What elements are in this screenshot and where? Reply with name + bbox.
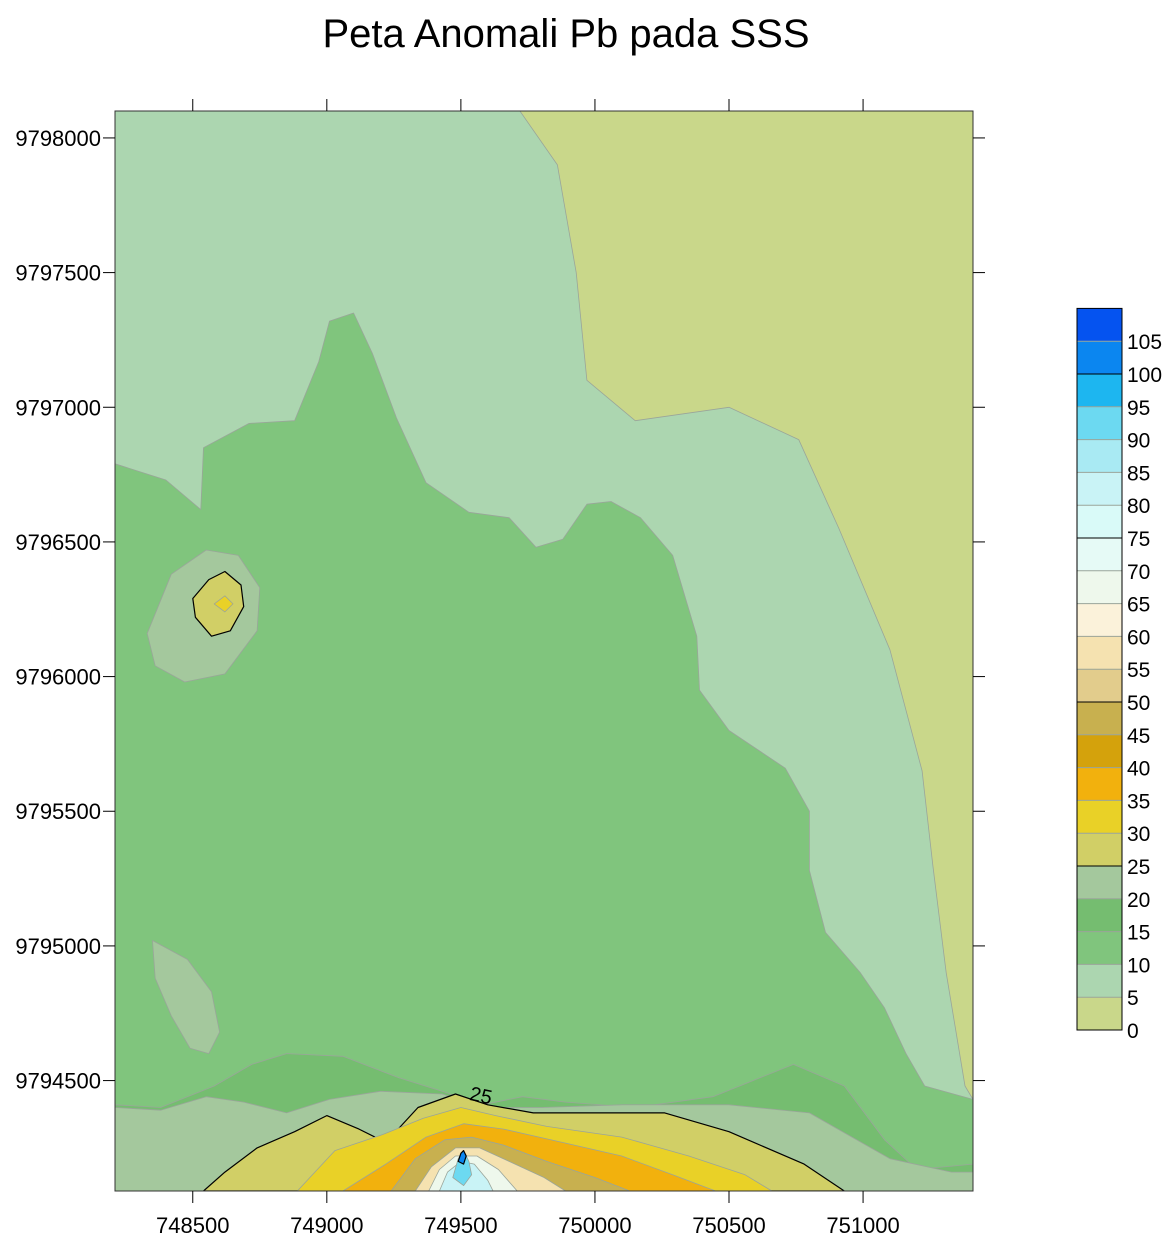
legend-swatch-95 <box>1077 374 1122 407</box>
contour-region-100-16 <box>457 1149 467 1165</box>
color-legend: 0 5 10 15 20 25 30 35 40 45 50 55 60 65 70 75 80 85 90 95 10… <box>1076 307 1162 1043</box>
legend-frame <box>1076 307 1123 1031</box>
legend-label-25: 25 <box>1127 856 1150 879</box>
x-axis: 748500 749000 749500 750000 750500 751000 <box>156 99 900 1238</box>
legend-swatch-70 <box>1077 538 1122 571</box>
plot-frame <box>114 110 974 1192</box>
legend-label-105: 105 <box>1127 331 1162 354</box>
x-tick-label-3: 750000 <box>558 1213 631 1238</box>
y-tick-label-2: 9795500 <box>15 799 101 824</box>
legend-label-10: 10 <box>1127 954 1150 977</box>
x-tick-label-2: 749500 <box>424 1213 497 1238</box>
y-tick-label-3: 9796000 <box>15 665 101 690</box>
y-tick-label-0: 9794500 <box>15 1069 101 1094</box>
y-tick-label-6: 9797500 <box>15 261 101 286</box>
legend-label-90: 90 <box>1127 430 1150 453</box>
legend-label-45: 45 <box>1127 725 1150 748</box>
legend-swatch-5 <box>1077 964 1122 998</box>
legend-label-30: 30 <box>1127 823 1150 846</box>
legend-label-5: 5 <box>1127 987 1139 1010</box>
contour-region-30-9 <box>213 595 234 613</box>
legend-label-70: 70 <box>1127 561 1150 584</box>
legend-label-40: 40 <box>1127 758 1150 781</box>
legend-swatch-0 <box>1077 997 1122 1030</box>
legend-swatch-45 <box>1077 702 1122 735</box>
legend-label-60: 60 <box>1127 626 1150 649</box>
legend-swatch-15 <box>1077 898 1122 932</box>
legend-swatch-25 <box>1077 833 1122 866</box>
x-tick-label-0: 748500 <box>156 1213 229 1238</box>
contour-region-0-0 <box>519 111 973 1100</box>
contour-region-90-15 <box>452 1150 473 1186</box>
chart-title: Peta Anomali Pb pada SSS <box>323 12 810 56</box>
legend-swatch-60 <box>1077 603 1122 637</box>
legend-swatch-40 <box>1077 734 1122 768</box>
y-axis: 9794500 9795000 9795500 9796000 9796500 97970… <box>15 126 985 1094</box>
x-tick-label-4: 750500 <box>692 1213 765 1238</box>
legend-swatch-65 <box>1077 570 1122 604</box>
y-tick-label-4: 9796500 <box>15 530 101 555</box>
y-tick-label-1: 9795000 <box>15 934 101 959</box>
legend-swatch-90 <box>1077 406 1122 440</box>
legend-swatch-35 <box>1077 767 1122 801</box>
legend-label-80: 80 <box>1127 495 1150 518</box>
x-tick-label-5: 751000 <box>826 1213 899 1238</box>
legend-swatch-100 <box>1077 341 1122 374</box>
contour-region-10-1 <box>115 312 973 1191</box>
legend-swatch-75 <box>1077 505 1122 538</box>
legend-label-35: 35 <box>1127 790 1150 813</box>
legend-swatch-55 <box>1077 636 1122 670</box>
plot-area: 25 <box>114 110 974 1192</box>
x-tick-label-1: 749000 <box>290 1213 363 1238</box>
legend-label-50: 50 <box>1127 692 1150 715</box>
legend-label-75: 75 <box>1127 528 1150 551</box>
legend-label-20: 20 <box>1127 889 1150 912</box>
legend-label-0: 0 <box>1127 1020 1139 1043</box>
legend-swatch-85 <box>1077 439 1122 473</box>
contour-labels: 25 <box>468 1083 494 1109</box>
legend-swatch-20 <box>1077 866 1122 899</box>
legend-swatch-105 <box>1077 308 1122 342</box>
legend-label-15: 15 <box>1127 922 1150 945</box>
legend-swatch-80 <box>1077 472 1122 506</box>
legend-label-65: 65 <box>1127 594 1150 617</box>
legend-swatch-50 <box>1077 669 1122 702</box>
y-tick-label-5: 9797000 <box>15 395 101 420</box>
legend-swatch-30 <box>1077 800 1122 834</box>
legend-label-95: 95 <box>1127 397 1150 420</box>
y-tick-label-7: 9798000 <box>15 126 101 151</box>
contour-regions <box>115 111 973 1191</box>
legend-swatch-10 <box>1077 931 1122 965</box>
contour-region-20-5 <box>152 940 221 1054</box>
contour-label-0: 25 <box>468 1083 494 1109</box>
legend-label-55: 55 <box>1127 659 1150 682</box>
legend-label-100: 100 <box>1127 364 1162 387</box>
legend-label-85: 85 <box>1127 462 1150 485</box>
